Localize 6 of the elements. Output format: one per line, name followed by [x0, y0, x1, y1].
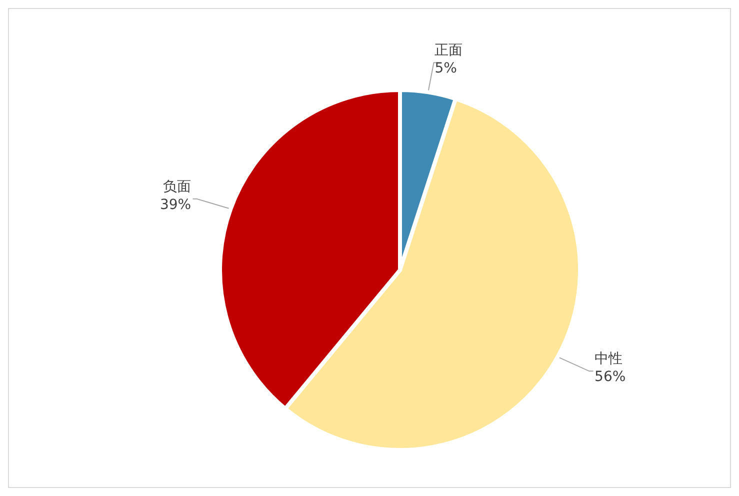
slice-label: 正面	[434, 42, 463, 59]
slice-label: 中性	[594, 351, 623, 368]
data-label: 5%	[434, 60, 457, 77]
data-label: 56%	[594, 369, 626, 386]
data-label: 39%	[160, 196, 192, 213]
slice-label: 负面	[163, 178, 192, 195]
